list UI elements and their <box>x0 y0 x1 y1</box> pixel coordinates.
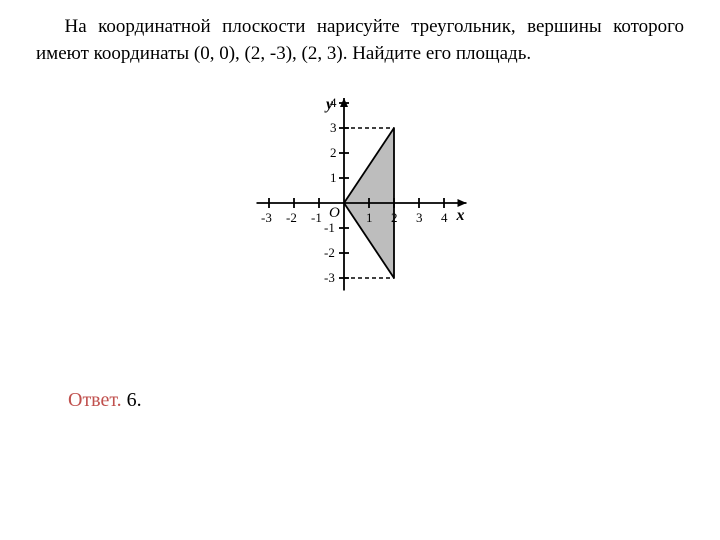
x-axis-label: x <box>457 207 465 225</box>
x-tick-label: 2 <box>391 211 398 224</box>
x-tick-label: 3 <box>416 211 423 224</box>
y-tick-label: 1 <box>330 171 337 184</box>
coordinate-svg <box>250 93 470 313</box>
x-tick-label: -1 <box>311 211 322 224</box>
answer-line: Ответ. 6. <box>68 389 684 412</box>
x-tick-label: 4 <box>441 211 448 224</box>
y-tick-label: 3 <box>330 121 337 134</box>
y-tick-label: -2 <box>324 246 335 259</box>
answer-label: Ответ. <box>68 389 122 411</box>
y-tick-label: 2 <box>330 146 337 159</box>
y-tick-label: -3 <box>324 271 335 284</box>
y-tick-label: 4 <box>330 96 337 109</box>
x-tick-label: -3 <box>261 211 272 224</box>
problem-text: На координатной плоскости нарисуйте треу… <box>36 14 684 67</box>
coordinate-figure: y x O -3-2-11234-3-2-11234 <box>250 93 470 313</box>
y-tick-label: -1 <box>324 221 335 234</box>
figure-container: y x O -3-2-11234-3-2-11234 <box>36 93 684 313</box>
answer-value: 6. <box>127 389 142 411</box>
x-tick-label: 1 <box>366 211 373 224</box>
x-tick-label: -2 <box>286 211 297 224</box>
